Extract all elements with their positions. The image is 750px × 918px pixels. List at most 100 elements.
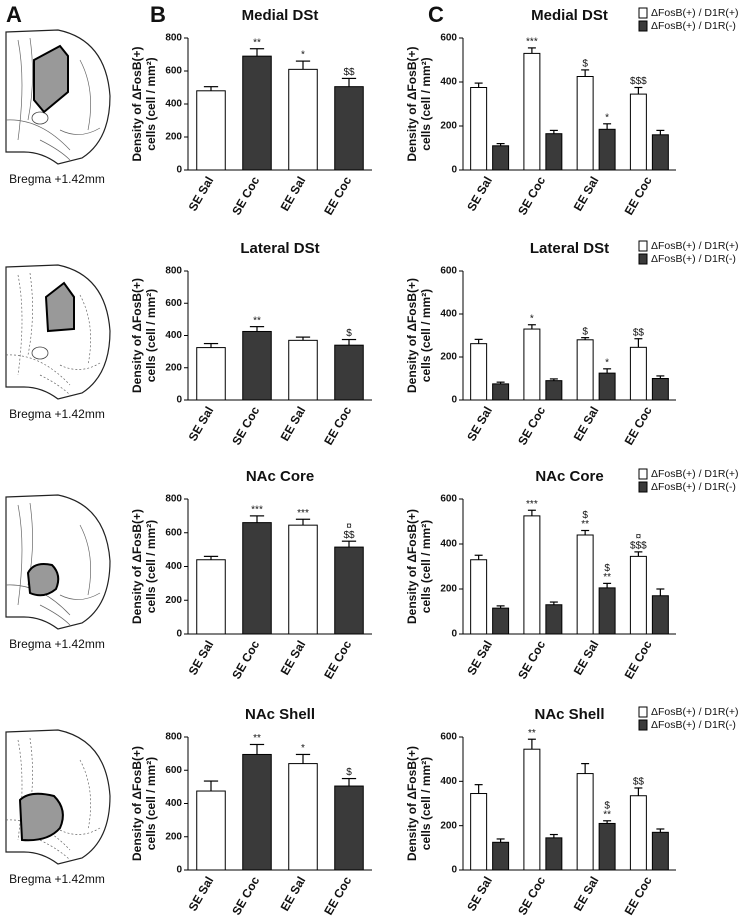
legend-label: ΔFosB(+) / D1R(-) <box>651 719 736 731</box>
x-tick-label: SE Coc <box>515 638 548 682</box>
legend-label: ΔFosB(+) / D1R(-) <box>651 481 736 493</box>
x-tick-label: EE Sal <box>278 638 309 677</box>
significance-label: *** <box>526 499 538 510</box>
y-tick-label: 600 <box>165 765 182 776</box>
y-tick-label: 800 <box>165 266 182 277</box>
y-tick-label: 0 <box>176 865 182 876</box>
chart-title: Lateral DSt <box>240 240 319 257</box>
y-axis-label: Density of ΔFosB(+) <box>130 47 144 162</box>
y-axis-label: cells (cell / mm²) <box>144 289 158 382</box>
bar <box>242 522 272 635</box>
bar <box>598 372 616 401</box>
bar <box>242 753 272 871</box>
brain-schematic: Bregma +1.42mm <box>5 729 111 886</box>
legend-label: ΔFosB(+) / D1R(+) <box>651 468 739 480</box>
y-axis-label: cells (cell / mm²) <box>144 57 158 150</box>
bar <box>545 837 563 871</box>
brain-region <box>33 44 69 114</box>
bar <box>523 328 541 401</box>
bar <box>470 793 488 871</box>
bar <box>576 76 594 171</box>
x-tick-label: SE Coc <box>515 874 548 918</box>
y-tick-label: 0 <box>176 165 182 176</box>
y-tick-label: 400 <box>165 561 182 572</box>
bregma-label: Bregma +1.42mm <box>9 637 105 651</box>
significance-label: ** <box>603 572 611 583</box>
x-tick-label: SE Sal <box>464 638 495 677</box>
bregma-label: Bregma +1.42mm <box>9 872 105 886</box>
bar <box>196 347 226 401</box>
x-tick-label: SE Sal <box>186 638 217 677</box>
x-tick-label: EE Sal <box>278 174 309 213</box>
significance-label: ** <box>253 733 261 744</box>
y-tick-label: 400 <box>165 99 182 110</box>
y-tick-label: 200 <box>440 820 457 831</box>
x-tick-label: EE Coc <box>622 404 655 448</box>
significance-label: ¤ <box>346 521 352 532</box>
significance-label: $ <box>346 767 352 778</box>
brain-region <box>44 281 75 333</box>
x-tick-label: SE Sal <box>464 404 495 443</box>
x-tick-label: SE Coc <box>515 174 548 218</box>
y-axis-label: cells (cell / mm²) <box>144 757 158 850</box>
y-tick-label: 0 <box>176 395 182 406</box>
x-tick-label: SE Coc <box>515 404 548 448</box>
x-tick-label: EE Coc <box>622 174 655 218</box>
significance-label: *** <box>251 505 263 516</box>
significance-label: ¤ <box>636 532 642 543</box>
x-tick-label: SE Sal <box>186 404 217 443</box>
chart-title: NAc Shell <box>534 706 604 723</box>
bar <box>523 515 541 635</box>
bar <box>545 133 563 171</box>
y-tick-label: 600 <box>440 494 457 505</box>
y-axis-label: Density of ΔFosB(+) <box>130 746 144 861</box>
bar <box>576 773 594 871</box>
y-tick-label: 600 <box>440 33 457 44</box>
y-axis-label: cells (cell / mm²) <box>419 520 433 613</box>
y-axis-label: Density of ΔFosB(+) <box>130 278 144 393</box>
bar <box>242 55 272 171</box>
bregma-label: Bregma +1.42mm <box>9 172 105 186</box>
y-tick-label: 200 <box>440 352 457 363</box>
y-tick-label: 600 <box>165 527 182 538</box>
brain-detail <box>5 272 101 396</box>
x-tick-label: SE Sal <box>464 174 495 213</box>
bar <box>334 546 364 635</box>
brain-region <box>26 563 60 597</box>
significance-label: $ <box>604 800 610 811</box>
legend-swatch <box>638 468 648 480</box>
bar <box>629 346 647 401</box>
y-axis-label: Density of ΔFosB(+) <box>405 278 419 393</box>
y-tick-label: 600 <box>165 298 182 309</box>
y-tick-label: 400 <box>165 330 182 341</box>
y-tick-label: 400 <box>440 77 457 88</box>
y-axis-label: cells (cell / mm²) <box>419 757 433 850</box>
x-tick-label: EE Sal <box>278 404 309 443</box>
bar <box>470 343 488 401</box>
x-tick-label: EE Coc <box>321 174 354 218</box>
y-axis-label: cells (cell / mm²) <box>419 57 433 150</box>
significance-label: ** <box>603 809 611 820</box>
y-tick-label: 600 <box>165 66 182 77</box>
bar <box>651 595 669 635</box>
bar <box>629 93 647 171</box>
bar <box>545 380 563 401</box>
x-tick-label: SE Coc <box>229 638 262 682</box>
y-tick-label: 200 <box>165 362 182 373</box>
y-tick-label: 800 <box>165 494 182 505</box>
significance-label: * <box>605 357 609 368</box>
significance-label: $ <box>582 326 588 337</box>
y-tick-label: 200 <box>440 121 457 132</box>
y-tick-label: 600 <box>440 732 457 743</box>
significance-label: $$ <box>633 777 645 788</box>
panel-label: B <box>150 2 166 27</box>
significance-label: * <box>301 743 305 754</box>
significance-label: ** <box>528 728 536 739</box>
legend-swatch <box>638 706 648 718</box>
y-tick-label: 400 <box>165 798 182 809</box>
legend-swatch <box>638 719 648 731</box>
bar <box>196 559 226 635</box>
x-tick-label: EE Coc <box>321 874 354 918</box>
bar <box>651 831 669 871</box>
y-axis-label: Density of ΔFosB(+) <box>405 47 419 162</box>
